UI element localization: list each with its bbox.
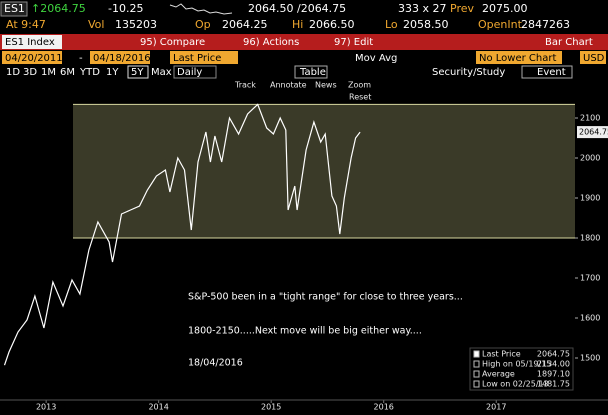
oi: 2847263 [521, 18, 570, 31]
oi-label: OpenInt [478, 18, 523, 31]
event-box[interactable] [521, 65, 573, 79]
start-box[interactable] [2, 51, 62, 64]
period[interactable]: 1Y [106, 67, 119, 78]
menu-bar [0, 34, 608, 50]
legend-name: Low on 02/25/13 [482, 380, 549, 389]
legend-value: 2064.75 [537, 350, 570, 359]
currency[interactable]: USD [583, 53, 605, 64]
period[interactable]: YTD [79, 67, 100, 78]
actions[interactable]: 96) Actions [243, 37, 299, 48]
field[interactable]: Last Price [173, 53, 221, 64]
range-box [73, 104, 575, 239]
security[interactable]: ES1 Index [5, 37, 55, 48]
period[interactable]: 1M [41, 67, 56, 78]
last-price-label: 2064.75 [579, 128, 608, 137]
annotation: 18/04/2016 [188, 358, 243, 369]
price-line [3, 103, 361, 366]
study[interactable]: Mov Avg [355, 53, 397, 64]
hi: 2066.50 [309, 18, 355, 31]
time: At 9:47 [6, 18, 46, 31]
hi-label: Hi [292, 18, 303, 31]
event[interactable]: Event [537, 67, 566, 78]
ticker: ES1 [4, 2, 25, 15]
change: -10.25 [108, 2, 143, 15]
x-tick-label: 2013 [36, 403, 56, 412]
annotation: 1800-2150.....Next move will be big eith… [188, 326, 422, 337]
legend-name: Average [482, 370, 515, 379]
legend-value: 2134.00 [537, 360, 570, 369]
annotate[interactable]: Annotate [270, 81, 307, 90]
y-tick-label: 1500 [580, 354, 600, 363]
period[interactable]: Daily [177, 67, 202, 78]
op-label: Op [195, 18, 211, 31]
x-tick-label: 2016 [374, 403, 394, 412]
period[interactable]: 6M [60, 67, 75, 78]
ticker-box [0, 1, 28, 17]
y-tick-label: 1900 [580, 194, 600, 203]
legend-swatch [473, 360, 480, 368]
size: 333 x 27 [398, 2, 447, 15]
period[interactable]: 5Y [131, 67, 144, 78]
period-active[interactable] [127, 65, 149, 79]
period-box[interactable] [173, 65, 217, 79]
table-box[interactable] [294, 65, 328, 79]
bid-ask: 2064.50 /2064.75 [248, 2, 346, 15]
op: 2064.25 [222, 18, 268, 31]
legend-value: 1897.10 [537, 370, 570, 379]
prev-label: Prev [450, 2, 474, 15]
table[interactable]: Table [299, 67, 326, 78]
currency-box[interactable] [580, 51, 606, 64]
vol-label: Vol [88, 18, 104, 31]
security-box[interactable] [2, 35, 62, 49]
field-box[interactable] [170, 51, 238, 64]
last-price-tag [577, 126, 608, 139]
y-tick-label: 2100 [580, 114, 600, 123]
x-tick-label: 2014 [148, 403, 168, 412]
periods: 1D 3D 1M 6M YTD 1Y 5Y Max Daily [6, 65, 217, 79]
lower[interactable]: No Lower Chart [479, 53, 556, 64]
legend-value: 1481.75 [537, 380, 570, 389]
lo-label: Lo [385, 18, 398, 31]
prev: 2075.00 [482, 2, 528, 15]
y-tick-label: 2000 [580, 154, 600, 163]
last: ↑2064.75 [31, 2, 86, 15]
legend-box [469, 347, 574, 391]
legend-swatch [473, 370, 480, 378]
sparkline [169, 3, 233, 15]
edit[interactable]: 97) Edit [334, 37, 373, 48]
period[interactable]: 1D [6, 67, 20, 78]
legend-swatch [473, 380, 480, 388]
view[interactable]: Bar Chart [545, 37, 593, 48]
end[interactable]: 04/18/2016 [93, 53, 151, 64]
y-tick-label: 1600 [580, 314, 600, 323]
security-study[interactable]: Security/Study [432, 67, 505, 78]
lo: 2058.50 [403, 18, 449, 31]
track[interactable]: Track [234, 81, 256, 90]
compare[interactable]: 95) Compare [140, 37, 205, 48]
plot: 1500 1600 1700 1800 1900 2000 2100 2013 2014 2015… [0, 103, 608, 412]
zoom[interactable]: Zoom [348, 81, 371, 90]
start[interactable]: 04/20/2011 [5, 53, 63, 64]
legend-name: High on 05/19/15 [482, 360, 551, 369]
y-tick-label: 1700 [580, 274, 600, 283]
news[interactable]: News [315, 81, 337, 90]
x-tick-label: 2017 [486, 403, 506, 412]
legend-name: Last Price [482, 350, 521, 359]
legend-swatch [473, 350, 480, 358]
dash: - [79, 53, 83, 64]
vol: 135203 [115, 18, 157, 31]
end-box[interactable] [90, 51, 150, 64]
reset[interactable]: Reset [349, 93, 371, 102]
annotation: S&P-500 been in a "tight range" for clos… [188, 292, 463, 303]
x-tick-label: 2015 [261, 403, 281, 412]
period[interactable]: Max [151, 67, 172, 78]
lower-box[interactable] [476, 51, 562, 64]
y-tick-label: 1800 [580, 234, 600, 243]
period[interactable]: 3D [23, 67, 37, 78]
